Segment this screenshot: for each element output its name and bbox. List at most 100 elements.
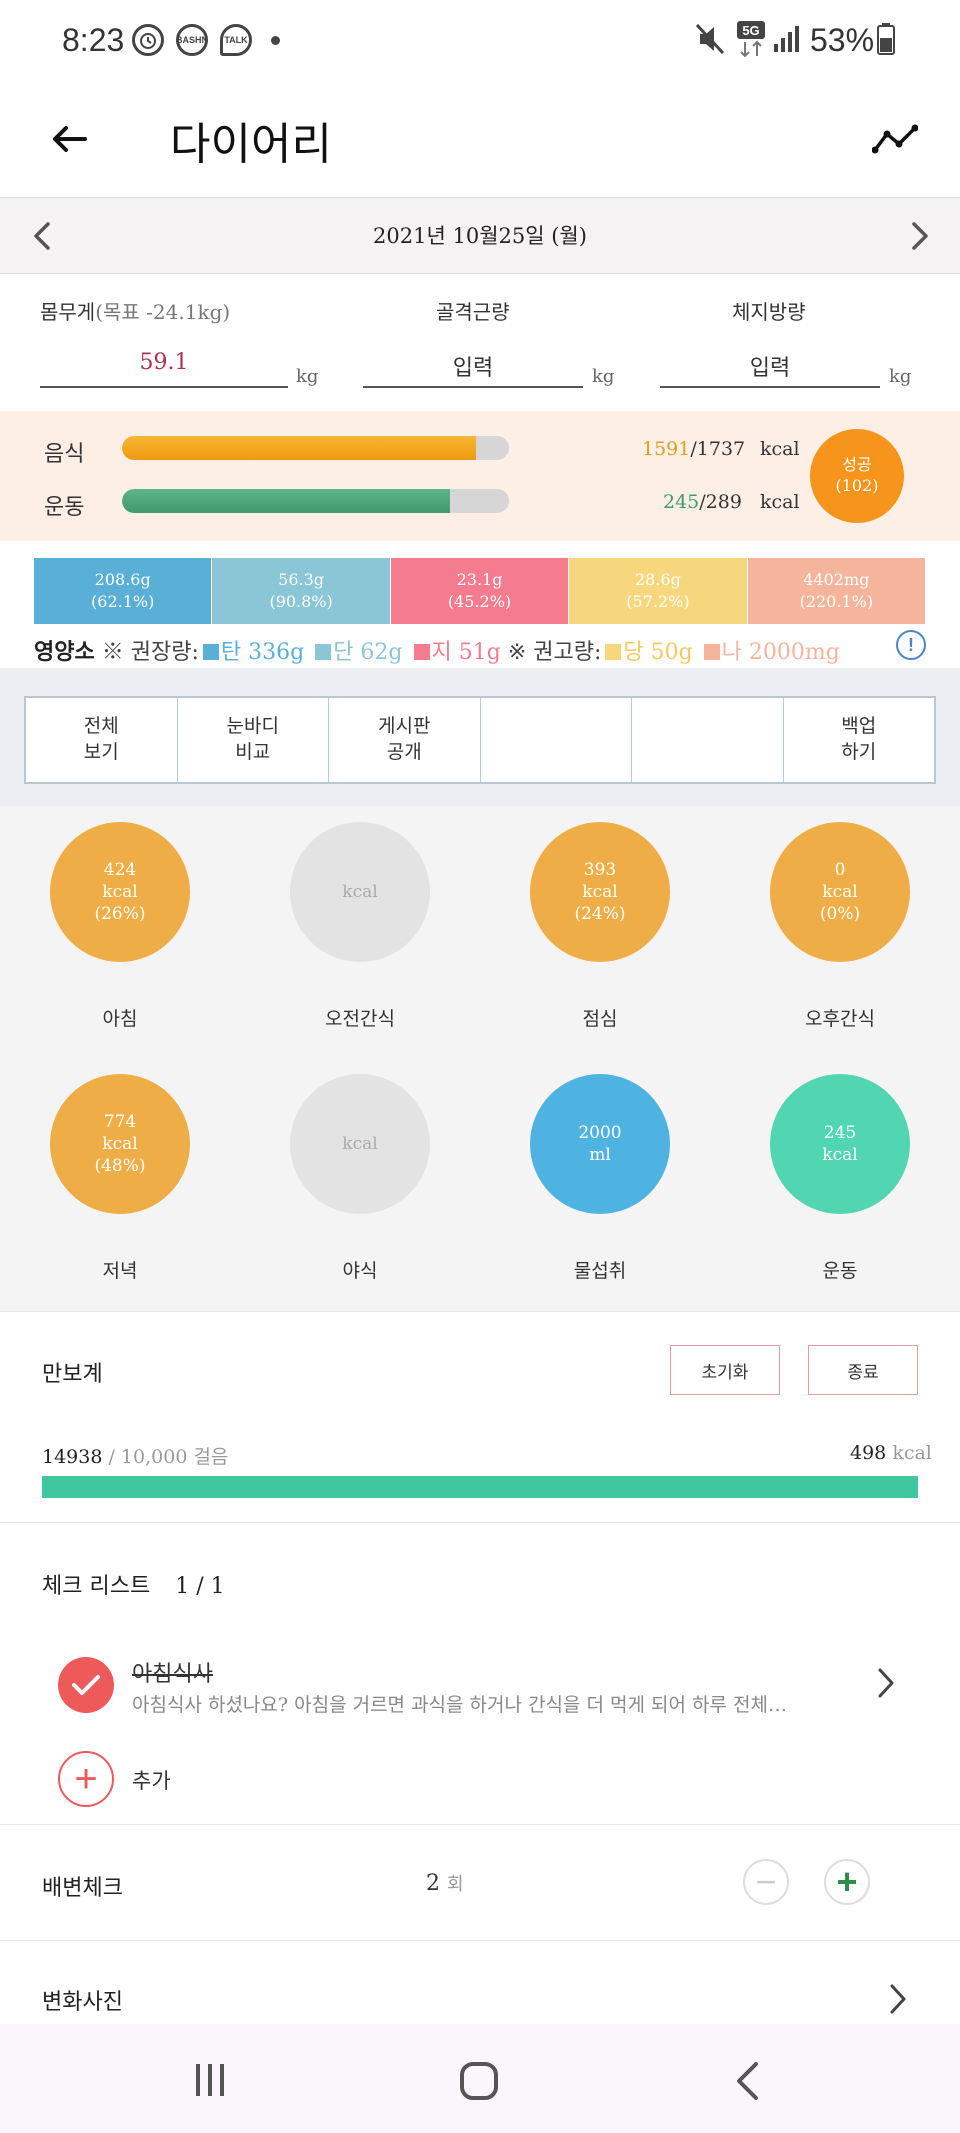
bowel-count-unit: 회 (447, 1874, 464, 1895)
success-badge[interactable]: 성공 (102) (810, 429, 904, 523)
muscle-input[interactable]: 입력 (452, 356, 494, 381)
exercise-progress-bar (122, 489, 509, 513)
battery-icon (876, 22, 896, 60)
exercise-unit: kcal (760, 491, 800, 513)
next-day-icon[interactable] (900, 216, 940, 256)
info-icon[interactable]: ! (896, 630, 926, 660)
nutrient-bar[interactable]: 208.6g (62.1%) 56.3g (90.8%) 23.1g (45.2%) 28.… (34, 558, 927, 624)
checklist-item-title[interactable]: 아침식사 (132, 1662, 213, 1687)
nutrient-legend: 영양소 ※ 권장량: 탄 336g 단 62g 지 51g ※ 권고량: 당 50g… (34, 634, 840, 666)
food-calories: 1591/1737 (642, 438, 745, 460)
nutrient-segment: 208.6g (62.1%) (34, 558, 213, 624)
exercise-meal-label: 운동 (822, 1260, 858, 1282)
breakfast-label: 아침 (102, 1008, 138, 1030)
nutrient-segment: 28.6g (57.2%) (569, 558, 748, 624)
sugar-swatch (605, 644, 622, 660)
water-intake-circle[interactable]: 2000 ml (530, 1074, 670, 1214)
calorie-summary (0, 411, 960, 541)
checklist-title-text: 체크 리스트 (42, 1574, 151, 1599)
previous-day-icon[interactable] (22, 216, 62, 256)
nutrient-amount: 4402mg (803, 570, 870, 590)
bowel-check-title: 배변체크 (42, 1876, 123, 1901)
success-label: 성공 (842, 455, 872, 475)
success-count: (102) (835, 476, 879, 495)
decrease-icon[interactable]: − (743, 1859, 789, 1905)
stop-button[interactable]: 종료 (808, 1345, 918, 1395)
change-photos-chevron-icon[interactable] (888, 1982, 908, 2020)
back-arrow-icon[interactable] (44, 114, 94, 164)
lunch-circle[interactable]: 393 kcal (24%) (530, 822, 670, 962)
exercise-circle[interactable]: 245 kcal (770, 1074, 910, 1214)
nutrient-percent: (90.8%) (269, 592, 333, 611)
dinner-circle[interactable]: 774 kcal (48%) (50, 1074, 190, 1214)
weight-unit: kg (296, 366, 319, 387)
checklist-item-chevron-icon[interactable] (876, 1666, 896, 1704)
add-checklist-icon[interactable]: + (58, 1751, 114, 1807)
weight-input[interactable]: 59.1 (139, 350, 189, 375)
add-checklist-label[interactable]: 추가 (132, 1769, 171, 1793)
nutrient-legend-title: 영양소 (34, 640, 95, 665)
bowel-count: 2 회 (426, 1870, 464, 1896)
change-photos-title[interactable]: 변화사진 (42, 1990, 123, 2015)
app-bar: 다이어리 (0, 86, 960, 198)
increase-icon[interactable]: + (824, 1859, 870, 1905)
food-unit: kcal (760, 438, 800, 460)
nutrient-percent: (220.1%) (799, 592, 874, 611)
divider (0, 1522, 960, 1523)
morning-snack-circle[interactable]: kcal (290, 822, 430, 962)
recent-apps-icon[interactable] (190, 2060, 230, 2104)
food-progress-fill (122, 436, 477, 460)
late-snack-label: 야식 (342, 1260, 378, 1282)
sodium-swatch (703, 644, 720, 660)
menu-backup[interactable]: 백업 하기 (841, 715, 877, 763)
body-fat-label: 체지방량 (732, 300, 806, 324)
signal-icon (772, 24, 802, 58)
exercise-current: 245 (663, 491, 700, 513)
reset-button[interactable]: 초기화 (670, 1345, 780, 1395)
pedometer-title: 만보계 (42, 1362, 103, 1387)
checklist-title: 체크 리스트 1 / 1 (42, 1568, 225, 1600)
exercise-label: 운동 (44, 495, 85, 520)
battery-percent: 53% (810, 22, 875, 58)
menu-empty-1 (481, 698, 632, 782)
body-fat-unit: kg (889, 366, 912, 387)
nutrient-amount: 56.3g (278, 570, 325, 590)
weight-goal: (목표 -24.1kg) (95, 300, 231, 324)
menu-eye-body-compare[interactable]: 눈바디 비교 (178, 698, 329, 782)
exercise-progress-fill (122, 489, 451, 513)
talk-icon: TALK (220, 24, 252, 56)
dinner-label: 저녁 (102, 1260, 138, 1282)
checked-icon[interactable] (58, 1657, 114, 1713)
pedometer-progress-fill (42, 1476, 918, 1498)
morning-snack-label: 오전간식 (325, 1008, 395, 1030)
trend-chart-icon[interactable] (868, 114, 922, 164)
weight-underline (40, 386, 288, 388)
home-icon[interactable] (458, 2060, 500, 2106)
5g-icon: 5G (736, 20, 766, 62)
afternoon-snack-circle[interactable]: 0 kcal (0%) (770, 822, 910, 962)
menu-board-publish[interactable]: 게시판 공개 (329, 698, 481, 782)
notification-dot (271, 36, 280, 45)
exercise-target: /289 (699, 491, 742, 513)
current-date[interactable]: 2021년 10월25일 (월) (373, 224, 587, 248)
body-fat-input[interactable]: 입력 (749, 356, 791, 381)
advised-label: ※ 권고량: (507, 640, 602, 665)
lunch-label: 점심 (582, 1008, 618, 1030)
status-bar: 8:23 BASHN TALK 5G 53% (0, 0, 960, 86)
nutrient-amount: 28.6g (634, 570, 681, 590)
breakfast-circle[interactable]: 424 kcal (26%) (50, 822, 190, 962)
nutrient-percent: (45.2%) (447, 592, 512, 611)
nutrient-amount: 23.1g (456, 570, 503, 590)
food-current: 1591 (642, 438, 691, 460)
date-navigator: 2021년 10월25일 (월) (0, 198, 960, 274)
weight-label-text: 몸무게 (40, 300, 96, 324)
muscle-label: 골격근량 (436, 300, 510, 324)
nutrient-segment: 56.3g (90.8%) (212, 558, 391, 624)
system-back-icon[interactable] (734, 2060, 760, 2106)
fat-swatch (413, 644, 430, 660)
alarm-icon (132, 24, 164, 56)
carb-recommended: 탄 336g (220, 640, 305, 665)
late-snack-circle[interactable]: kcal (290, 1074, 430, 1214)
menu-view-all[interactable]: 전체 보기 (26, 698, 178, 782)
system-navigation-bar (0, 2024, 960, 2133)
